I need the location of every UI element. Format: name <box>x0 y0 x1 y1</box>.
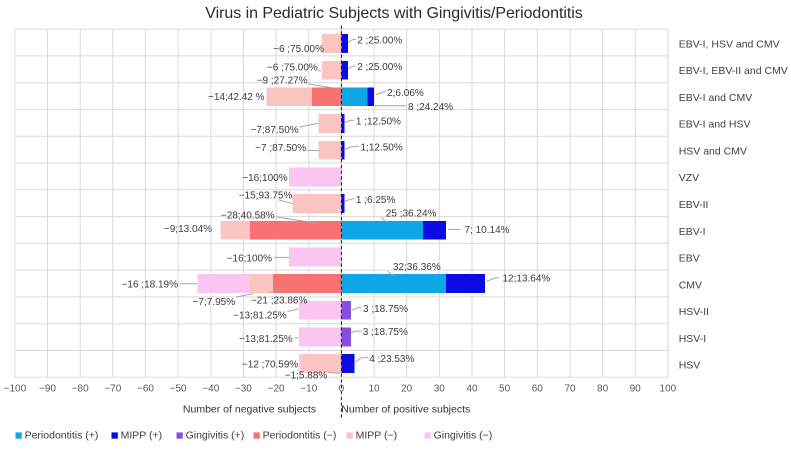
svg-text:−30: −30 <box>235 384 252 395</box>
svg-text:VZV: VZV <box>679 172 699 184</box>
svg-text:10: 10 <box>368 384 380 395</box>
svg-text:−6 ;75.00%: −6 ;75.00% <box>267 62 318 73</box>
svg-text:25 ;36.24%: 25 ;36.24% <box>386 209 437 220</box>
svg-text:−50: −50 <box>170 384 187 395</box>
svg-text:−20: −20 <box>268 384 285 395</box>
svg-text:−60: −60 <box>137 384 154 395</box>
svg-text:−16;100%: −16;100% <box>227 253 272 264</box>
svg-text:EBV-I and HSV: EBV-I and HSV <box>679 119 751 131</box>
svg-text:8 ;24.24%: 8 ;24.24% <box>408 102 453 113</box>
svg-text:−7;7.95%: −7;7.95% <box>193 297 236 308</box>
svg-text:32;36.36%: 32;36.36% <box>393 262 441 273</box>
svg-text:EBV: EBV <box>679 253 700 265</box>
svg-text:−100: −100 <box>4 384 27 395</box>
svg-text:2 ;25.00%: 2 ;25.00% <box>357 35 402 46</box>
svg-text:−9 ;27.27%: −9 ;27.27% <box>257 75 308 86</box>
svg-text:−6 ;75.00%: −6 ;75.00% <box>273 44 324 55</box>
svg-text:−12 ;70.59%: −12 ;70.59% <box>242 360 299 371</box>
svg-text:MIPP (+): MIPP (+) <box>121 430 163 442</box>
svg-text:EBV-I, HSV and CMV: EBV-I, HSV and CMV <box>679 38 780 50</box>
svg-text:1;12.50%: 1;12.50% <box>361 143 403 154</box>
svg-text:Number of negative subjects: Number of negative subjects <box>183 404 316 416</box>
svg-text:EBV-I and CMV: EBV-I and CMV <box>679 92 753 104</box>
svg-text:EBV-I, EBV-II and CMV: EBV-I, EBV-II and CMV <box>679 65 788 77</box>
svg-text:7; 10.14%: 7; 10.14% <box>465 225 510 236</box>
svg-text:−15;93.75%: −15;93.75% <box>239 191 293 202</box>
svg-text:−90: −90 <box>39 384 56 395</box>
svg-text:70: 70 <box>564 384 576 395</box>
svg-text:Gingivitis (+): Gingivitis (+) <box>186 430 245 442</box>
svg-text:EBV-I: EBV-I <box>679 226 706 238</box>
svg-text:40: 40 <box>466 384 478 395</box>
svg-text:Virus in Pediatric Subjects wi: Virus in Pediatric Subjects with Gingivi… <box>205 5 583 22</box>
svg-text:0: 0 <box>339 384 345 395</box>
svg-text:4 ;23.53%: 4 ;23.53% <box>369 354 414 365</box>
svg-text:80: 80 <box>597 384 609 395</box>
svg-text:3 ;18.75%: 3 ;18.75% <box>363 327 408 338</box>
svg-text:20: 20 <box>401 384 413 395</box>
svg-text:HSV-I: HSV-I <box>679 333 706 345</box>
svg-text:1 ;6.25%: 1 ;6.25% <box>356 195 396 206</box>
svg-text:−13;81.25%: −13;81.25% <box>233 311 287 322</box>
svg-text:1 ;12.50%: 1 ;12.50% <box>356 117 401 128</box>
svg-text:MIPP (−): MIPP (−) <box>356 430 398 442</box>
svg-text:Periodontitis (−): Periodontitis (−) <box>263 430 337 442</box>
svg-text:CMV: CMV <box>679 279 702 291</box>
svg-text:−10: −10 <box>300 384 317 395</box>
svg-text:50: 50 <box>499 384 511 395</box>
svg-text:−80: −80 <box>72 384 89 395</box>
svg-text:90: 90 <box>630 384 642 395</box>
svg-text:−40: −40 <box>202 384 219 395</box>
svg-text:HSV-II: HSV-II <box>679 306 709 318</box>
svg-text:−16 ;18.19%: −16 ;18.19% <box>122 280 179 291</box>
svg-text:HSV and CMV: HSV and CMV <box>679 145 747 157</box>
svg-text:EBV-II: EBV-II <box>679 199 709 211</box>
svg-text:60: 60 <box>532 384 544 395</box>
svg-text:2;6.06%: 2;6.06% <box>387 88 424 99</box>
svg-text:Periodontitis (+): Periodontitis (+) <box>25 430 99 442</box>
svg-text:−7;87.50%: −7;87.50% <box>251 125 299 136</box>
svg-text:2 ;25.00%: 2 ;25.00% <box>357 62 402 73</box>
svg-text:12;13.64%: 12;13.64% <box>503 274 551 285</box>
svg-text:−1;5.88%: −1;5.88% <box>285 371 328 382</box>
svg-text:−16;100%: −16;100% <box>242 173 287 184</box>
svg-text:Number of positive subjects: Number of positive subjects <box>341 404 470 416</box>
svg-text:−14;42.42 %: −14;42.42 % <box>208 92 265 103</box>
svg-text:−7 ;87.50%: −7 ;87.50% <box>255 143 306 154</box>
svg-text:−13;81.25%: −13;81.25% <box>239 334 293 345</box>
svg-text:3 ;18.75%: 3 ;18.75% <box>363 304 408 315</box>
svg-text:−9;13.04%: −9;13.04% <box>164 224 212 235</box>
svg-text:−28;40.58%: −28;40.58% <box>221 210 275 221</box>
svg-text:30: 30 <box>434 384 446 395</box>
svg-text:HSV: HSV <box>679 360 701 372</box>
svg-text:−70: −70 <box>104 384 121 395</box>
svg-text:−21 ;23.86%: −21 ;23.86% <box>251 295 308 306</box>
svg-text:Gingivitis (−): Gingivitis (−) <box>434 430 493 442</box>
svg-text:100: 100 <box>660 384 677 395</box>
